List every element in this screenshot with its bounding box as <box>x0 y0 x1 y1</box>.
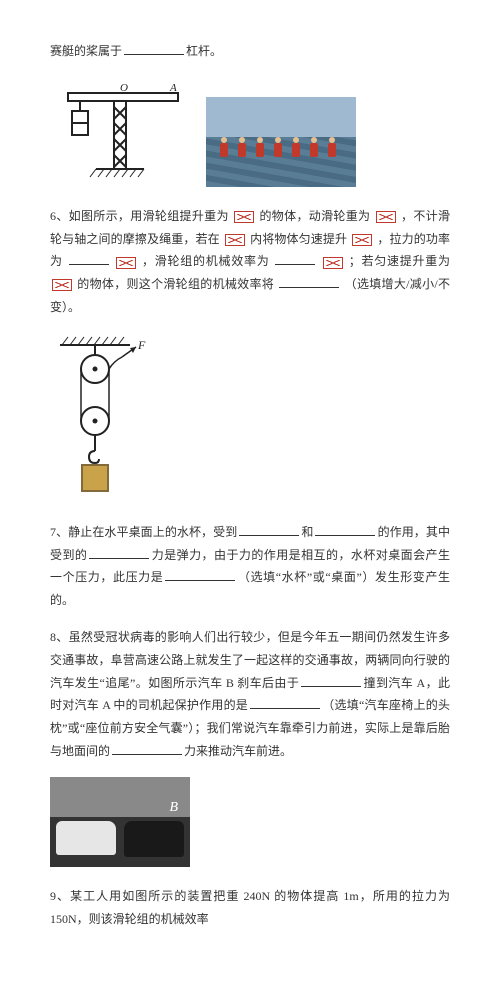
blank <box>301 674 361 687</box>
q8-text: 8、虽然受冠状病毒的影响人们出行较少，但是今年五一期间仍然发生许多交通事故，阜营… <box>50 626 450 763</box>
pulley-label-F: F <box>137 338 146 352</box>
formula-placeholder-icon <box>234 211 254 223</box>
q-intro-suffix: 杠杆。 <box>186 44 222 58</box>
pulley-svg: F <box>50 333 150 503</box>
q7-text: 7、静止在水平桌面上的水杯，受到和的作用，其中受到的力是弹力，由于力的作用是相互… <box>50 521 450 612</box>
blank <box>89 546 149 559</box>
q6-s3: 内将物体匀速提升 <box>250 232 347 246</box>
crane-label-O: O <box>120 82 128 94</box>
q9-text: 9、某工人用如图所示的装置把重 240N 的物体提高 1m，所用的拉力为 150… <box>50 885 450 931</box>
q8-s3: 力来推动汽车前进。 <box>184 744 292 758</box>
q7-s1: 和 <box>301 525 313 539</box>
blank <box>239 523 299 536</box>
crash-label-B: B <box>169 795 178 822</box>
formula-placeholder-icon <box>323 257 343 269</box>
formula-placeholder-icon <box>52 279 72 291</box>
q6-s1: 的物体，动滑轮重为 <box>259 209 370 223</box>
formula-placeholder-icon <box>376 211 396 223</box>
q6-s6: ；若匀速提升重为 <box>349 254 450 268</box>
formula-placeholder-icon <box>225 234 245 246</box>
blank <box>69 252 109 265</box>
blank <box>112 742 182 755</box>
crash-photo: B <box>50 777 190 867</box>
q6-s5: ，滑轮组的机械效率为 <box>142 254 269 268</box>
crane-label-A: A <box>169 82 177 94</box>
blank <box>124 42 184 55</box>
crane-diagram: O A <box>50 77 190 187</box>
rowing-photo <box>206 97 356 187</box>
figure-row-1: O A <box>50 77 450 187</box>
blank <box>279 275 339 288</box>
q6-s0: 6、如图所示，用滑轮组提升重为 <box>50 209 229 223</box>
q6-text: 6、如图所示，用滑轮组提升重为 的物体，动滑轮重为 ，不计滑轮与轴之间的摩擦及绳… <box>50 205 450 319</box>
blank <box>250 696 320 709</box>
blank <box>275 252 315 265</box>
q-intro: 赛艇的桨属于 杠杆。 <box>50 40 450 63</box>
q9-s0: 9、某工人用如图所示的装置把重 240N 的物体提高 1m，所用的拉力为 150… <box>50 889 450 926</box>
q6-s7: 的物体，则这个滑轮组的机械效率将 <box>77 277 274 291</box>
crash-figure: B <box>50 777 450 867</box>
q7-s0: 7、静止在水平桌面上的水杯，受到 <box>50 525 237 539</box>
q-intro-prefix: 赛艇的桨属于 <box>50 44 122 58</box>
blank <box>165 568 235 581</box>
formula-placeholder-icon <box>116 257 136 269</box>
pulley-figure: F <box>50 333 450 503</box>
formula-placeholder-icon <box>352 234 372 246</box>
blank <box>315 523 375 536</box>
